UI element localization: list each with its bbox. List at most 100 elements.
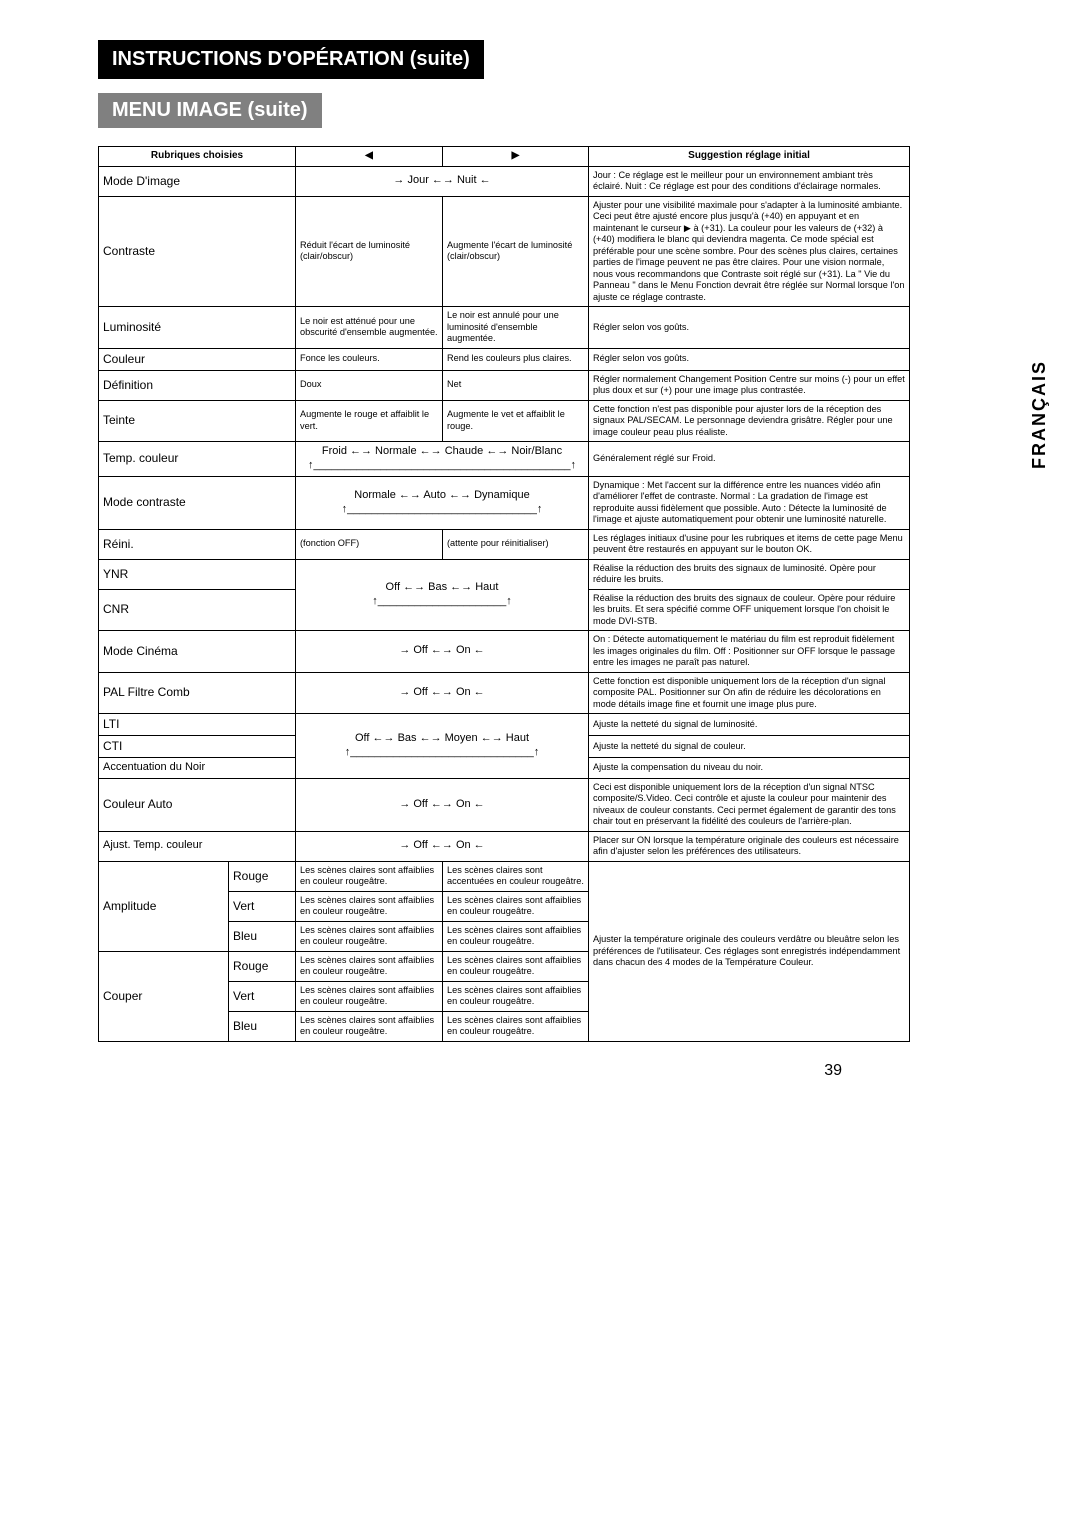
left-teinte: Augmente le rouge et affaiblit le vert.: [296, 400, 443, 442]
coup-vert-left: Les scènes claires sont affaiblies en co…: [296, 981, 443, 1011]
label-couleur: Couleur: [99, 348, 296, 370]
label-mode-contraste: Mode contraste: [99, 476, 296, 529]
sugg-pal-filtre: Cette fonction est disponible uniquement…: [589, 672, 910, 714]
sugg-couleur-auto: Ceci est disponible uniquement lors de l…: [589, 778, 910, 831]
row-teinte: Teinte Augmente le rouge et affaiblit le…: [99, 400, 910, 442]
sugg-mode-contraste: Dynamique : Met l'accent sur la différen…: [589, 476, 910, 529]
value-couleur-auto: → Off ←→ On ←: [296, 778, 589, 831]
sub-bleu-2: Bleu: [229, 1011, 296, 1041]
right-teinte: Augmente le vet et affaiblit le rouge.: [443, 400, 589, 442]
sugg-ajust-temp: Placer sur ON lorsque la température ori…: [589, 831, 910, 861]
right-definition: Net: [443, 370, 589, 400]
row-contraste: Contraste Réduit l'écart de luminosité (…: [99, 196, 910, 307]
sugg-accent-noir: Ajuste la compensation du niveau du noir…: [589, 758, 910, 779]
sugg-luminosite: Régler selon vos goûts.: [589, 307, 910, 349]
label-cti: CTI: [99, 736, 296, 758]
row-reini: Réini. (fonction OFF) (attente pour réin…: [99, 529, 910, 559]
left-contraste: Réduit l'écart de luminosité (clair/obsc…: [296, 196, 443, 307]
row-definition: Définition Doux Net Régler normalement C…: [99, 370, 910, 400]
title-bar: INSTRUCTIONS D'OPÉRATION (suite): [98, 40, 484, 79]
sugg-temp-couleur: Généralement réglé sur Froid.: [589, 442, 910, 477]
header-left-arrow: ◀: [296, 147, 443, 167]
sugg-cti: Ajuste la netteté du signal de couleur.: [589, 736, 910, 758]
label-amplitude: Amplitude: [99, 861, 229, 951]
sugg-couleur: Régler selon vos goûts.: [589, 348, 910, 370]
sugg-definition: Régler normalement Changement Position C…: [589, 370, 910, 400]
value-ynr-cnr: Off ←→ Bas ←→ Haut ↑____________________…: [296, 559, 589, 631]
label-mode-image: Mode D'image: [99, 166, 296, 196]
row-couleur-auto: Couleur Auto → Off ←→ On ← Ceci est disp…: [99, 778, 910, 831]
label-accent-noir: Accentuation du Noir: [99, 758, 296, 779]
sugg-amp-couper: Ajuster la température originale des cou…: [589, 861, 910, 1041]
left-definition: Doux: [296, 370, 443, 400]
row-couleur: Couleur Fonce les couleurs. Rend les cou…: [99, 348, 910, 370]
coup-bleu-left: Les scènes claires sont affaiblies en co…: [296, 1011, 443, 1041]
coup-rouge-right: Les scènes claires sont affaiblies en co…: [443, 951, 589, 981]
side-language-label: FRANÇAIS: [1029, 360, 1050, 469]
label-teinte: Teinte: [99, 400, 296, 442]
sugg-cnr: Réalise la réduction des bruits des sign…: [589, 589, 910, 631]
sub-rouge: Rouge: [229, 861, 296, 891]
value-temp-couleur: Froid ←→ Normale ←→ Chaude ←→ Noir/Blanc…: [296, 442, 589, 477]
right-couleur: Rend les couleurs plus claires.: [443, 348, 589, 370]
row-luminosite: Luminosité Le noir est atténué pour une …: [99, 307, 910, 349]
page-number: 39: [98, 1042, 842, 1080]
amp-vert-right: Les scènes claires sont affaiblies en co…: [443, 891, 589, 921]
sugg-ynr: Réalise la réduction des bruits des sign…: [589, 559, 910, 589]
sub-bleu: Bleu: [229, 921, 296, 951]
row-lti: LTI Off ←→ Bas ←→ Moyen ←→ Haut ↑_______…: [99, 714, 910, 736]
header-rubriques: Rubriques choisies: [99, 147, 296, 167]
left-reini: (fonction OFF): [296, 529, 443, 559]
sub-rouge-2: Rouge: [229, 951, 296, 981]
coup-vert-right: Les scènes claires sont affaiblies en co…: [443, 981, 589, 1011]
left-couleur: Fonce les couleurs.: [296, 348, 443, 370]
row-ynr: YNR Off ←→ Bas ←→ Haut ↑________________…: [99, 559, 910, 589]
sub-vert-2: Vert: [229, 981, 296, 1011]
label-couper: Couper: [99, 951, 229, 1041]
label-reini: Réini.: [99, 529, 296, 559]
sugg-contraste: Ajuster pour une visibilité maximale pou…: [589, 196, 910, 307]
amp-rouge-right: Les scènes claires sont accentuées en co…: [443, 861, 589, 891]
value-mode-image: → Jour ←→ Nuit ←: [296, 166, 589, 196]
coup-bleu-right: Les scènes claires sont affaiblies en co…: [443, 1011, 589, 1041]
row-mode-cinema: Mode Cinéma → Off ←→ On ← On : Détecte a…: [99, 631, 910, 673]
sugg-mode-cinema: On : Détecte automatiquement le matériau…: [589, 631, 910, 673]
row-mode-image: Mode D'image → Jour ←→ Nuit ← Jour : Ce …: [99, 166, 910, 196]
label-contraste: Contraste: [99, 196, 296, 307]
label-luminosite: Luminosité: [99, 307, 296, 349]
label-mode-cinema: Mode Cinéma: [99, 631, 296, 673]
header-right-arrow: ▶: [443, 147, 589, 167]
row-temp-couleur: Temp. couleur Froid ←→ Normale ←→ Chaude…: [99, 442, 910, 477]
right-luminosite: Le noir est annulé pour une luminosité d…: [443, 307, 589, 349]
sugg-reini: Les réglages initiaux d'usine pour les r…: [589, 529, 910, 559]
label-couleur-auto: Couleur Auto: [99, 778, 296, 831]
settings-table: Rubriques choisies ◀ ▶ Suggestion réglag…: [98, 146, 910, 1042]
label-pal-filtre: PAL Filtre Comb: [99, 672, 296, 714]
amp-bleu-left: Les scènes claires sont affaiblies en co…: [296, 921, 443, 951]
value-pal-filtre: → Off ←→ On ←: [296, 672, 589, 714]
label-ynr: YNR: [99, 559, 296, 589]
amp-bleu-right: Les scènes claires sont affaiblies en co…: [443, 921, 589, 951]
label-temp-couleur: Temp. couleur: [99, 442, 296, 477]
label-cnr: CNR: [99, 589, 296, 631]
coup-rouge-left: Les scènes claires sont affaiblies en co…: [296, 951, 443, 981]
sub-vert: Vert: [229, 891, 296, 921]
amp-rouge-left: Les scènes claires sont affaiblies en co…: [296, 861, 443, 891]
label-ajust-temp: Ajust. Temp. couleur: [99, 831, 296, 861]
sugg-teinte: Cette fonction n'est pas disponible pour…: [589, 400, 910, 442]
right-reini: (attente pour réinitialiser): [443, 529, 589, 559]
label-definition: Définition: [99, 370, 296, 400]
sugg-lti: Ajuste la netteté du signal de luminosit…: [589, 714, 910, 736]
amp-vert-left: Les scènes claires sont affaiblies en co…: [296, 891, 443, 921]
header-row: Rubriques choisies ◀ ▶ Suggestion réglag…: [99, 147, 910, 167]
value-mode-contraste: Normale ←→ Auto ←→ Dynamique ↑__________…: [296, 476, 589, 529]
row-mode-contraste: Mode contraste Normale ←→ Auto ←→ Dynami…: [99, 476, 910, 529]
subtitle-bar: MENU IMAGE (suite): [98, 93, 322, 128]
right-contraste: Augmente l'écart de luminosité (clair/ob…: [443, 196, 589, 307]
row-amplitude-rouge: Amplitude Rouge Les scènes claires sont …: [99, 861, 910, 891]
value-lti-cti-noir: Off ←→ Bas ←→ Moyen ←→ Haut ↑___________…: [296, 714, 589, 779]
row-ajust-temp: Ajust. Temp. couleur → Off ←→ On ← Place…: [99, 831, 910, 861]
header-suggestion: Suggestion réglage initial: [589, 147, 910, 167]
sugg-mode-image: Jour : Ce réglage est le meilleur pour u…: [589, 166, 910, 196]
label-lti: LTI: [99, 714, 296, 736]
